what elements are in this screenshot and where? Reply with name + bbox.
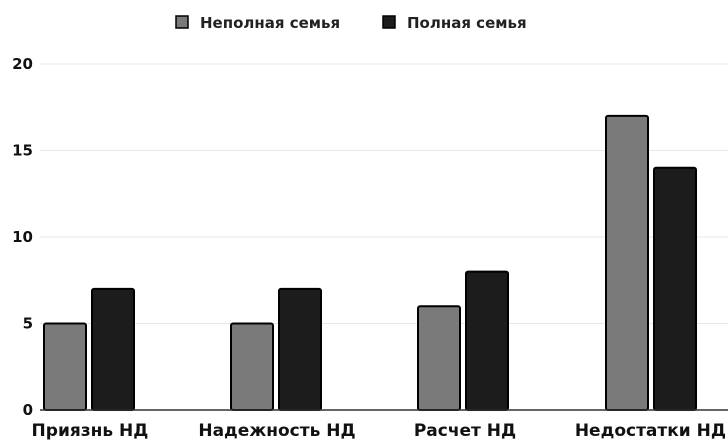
legend-item-series-0[interactable]: Неполная семья [175, 14, 340, 32]
legend-item-series-1[interactable]: Полная семья [382, 14, 527, 32]
bar-series-0-category-2[interactable] [417, 305, 461, 412]
legend: Неполная семья Полная семья [175, 14, 527, 32]
legend-swatch-series-1 [382, 15, 396, 29]
x-category-label: Приязнь НД [32, 421, 149, 440]
legend-swatch-series-0 [175, 15, 189, 29]
x-category-label: Недостатки НД [575, 421, 726, 440]
y-tick-label: 15 [12, 142, 33, 160]
bar-series-1-category-0[interactable] [91, 287, 135, 411]
x-category-label: Надежность НД [198, 421, 355, 440]
bar-series-1-category-2[interactable] [465, 270, 509, 411]
x-category-label: Расчет НД [414, 421, 516, 440]
y-tick-label: 0 [23, 401, 33, 419]
bar-series-0-category-3[interactable] [605, 114, 649, 412]
y-tick-label: 20 [12, 55, 33, 73]
bar-series-1-category-1[interactable] [278, 287, 322, 411]
y-tick-label: 10 [12, 228, 33, 246]
bar-series-1-category-3[interactable] [653, 166, 697, 411]
bars [43, 114, 697, 412]
bar-series-0-category-1[interactable] [230, 322, 274, 411]
y-tick-label: 5 [23, 315, 33, 333]
bar-series-0-category-0[interactable] [43, 322, 87, 411]
y-axis-ticks: 0 5 10 15 20 [12, 55, 33, 419]
x-axis-labels: Приязнь НД Надежность НД Расчет НД Недостат… [32, 421, 726, 440]
legend-label-series-1: Полная семья [407, 14, 527, 32]
legend-label-series-0: Неполная семья [200, 14, 340, 32]
